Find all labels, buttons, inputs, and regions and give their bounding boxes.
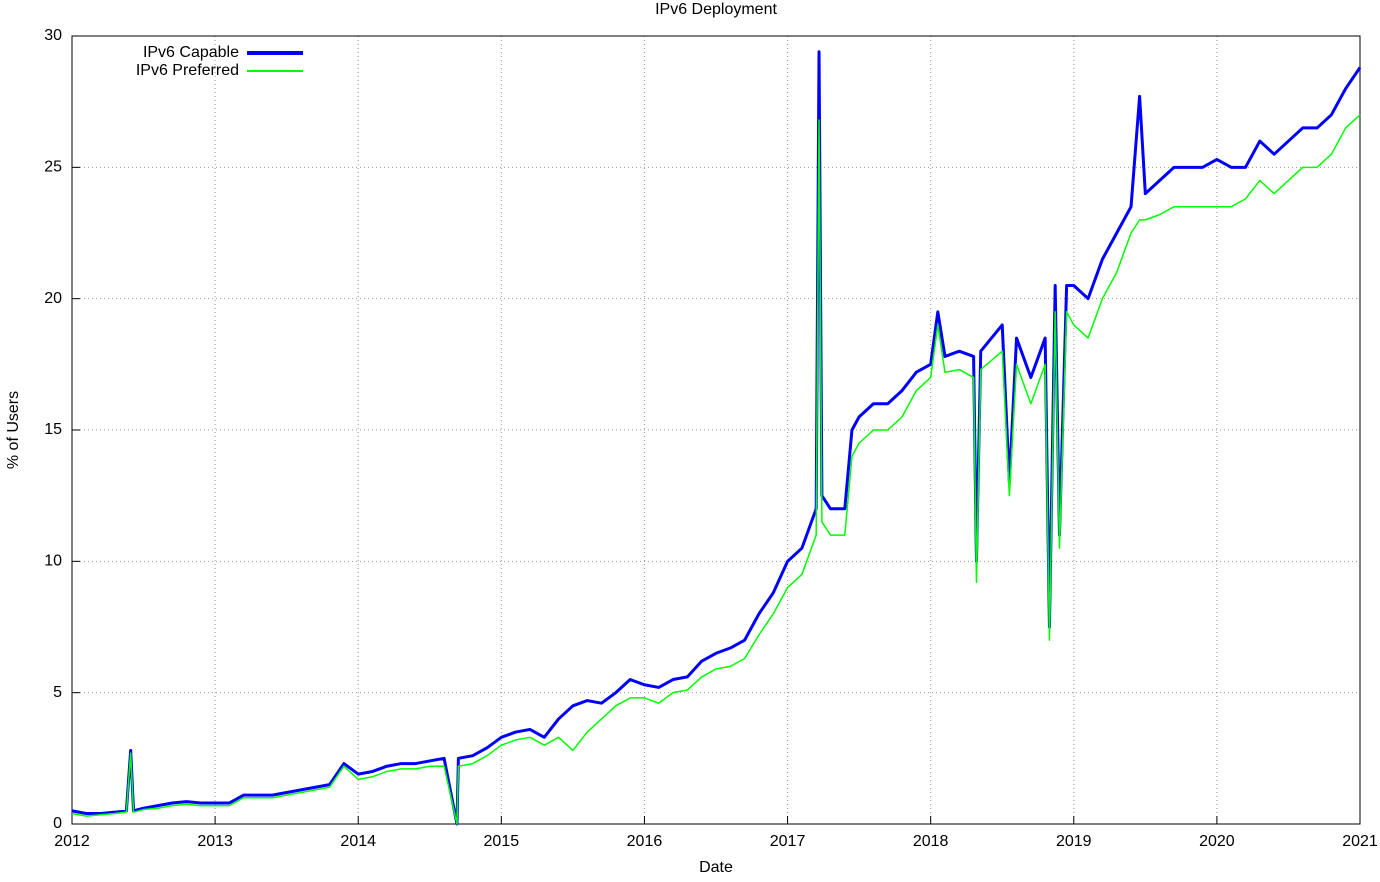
x-axis-title: Date (699, 859, 733, 876)
x-tick-label: 2015 (484, 833, 520, 850)
chart-title: IPv6 Deployment (655, 1, 777, 18)
y-axis-title: % of Users (5, 391, 22, 469)
x-tick-label: 2016 (627, 833, 663, 850)
plot-frame (71, 35, 1361, 825)
legend-label: IPv6 Preferred (136, 62, 239, 79)
x-tick-label: 2021 (1342, 833, 1378, 850)
y-tick-label: 5 (53, 684, 62, 701)
data-line (71, 50, 1362, 826)
x-tick-label: 2014 (340, 833, 376, 850)
y-tick-label: 15 (44, 421, 62, 438)
data-line (71, 114, 1361, 825)
y-tick-label: 10 (44, 553, 62, 570)
y-tick-label: 0 (53, 815, 62, 832)
x-tick-label: 2013 (197, 833, 233, 850)
y-tick-label: 25 (44, 159, 62, 176)
x-tick-label: 2017 (770, 833, 806, 850)
legend-label: IPv6 Capable (143, 44, 239, 61)
y-tick-label: 30 (44, 27, 62, 44)
x-tick-label: 2012 (54, 833, 90, 850)
x-tick-label: 2018 (913, 833, 949, 850)
x-tick-label: 2020 (1199, 833, 1235, 850)
y-tick-label: 20 (44, 290, 62, 307)
x-tick-label: 2019 (1056, 833, 1092, 850)
